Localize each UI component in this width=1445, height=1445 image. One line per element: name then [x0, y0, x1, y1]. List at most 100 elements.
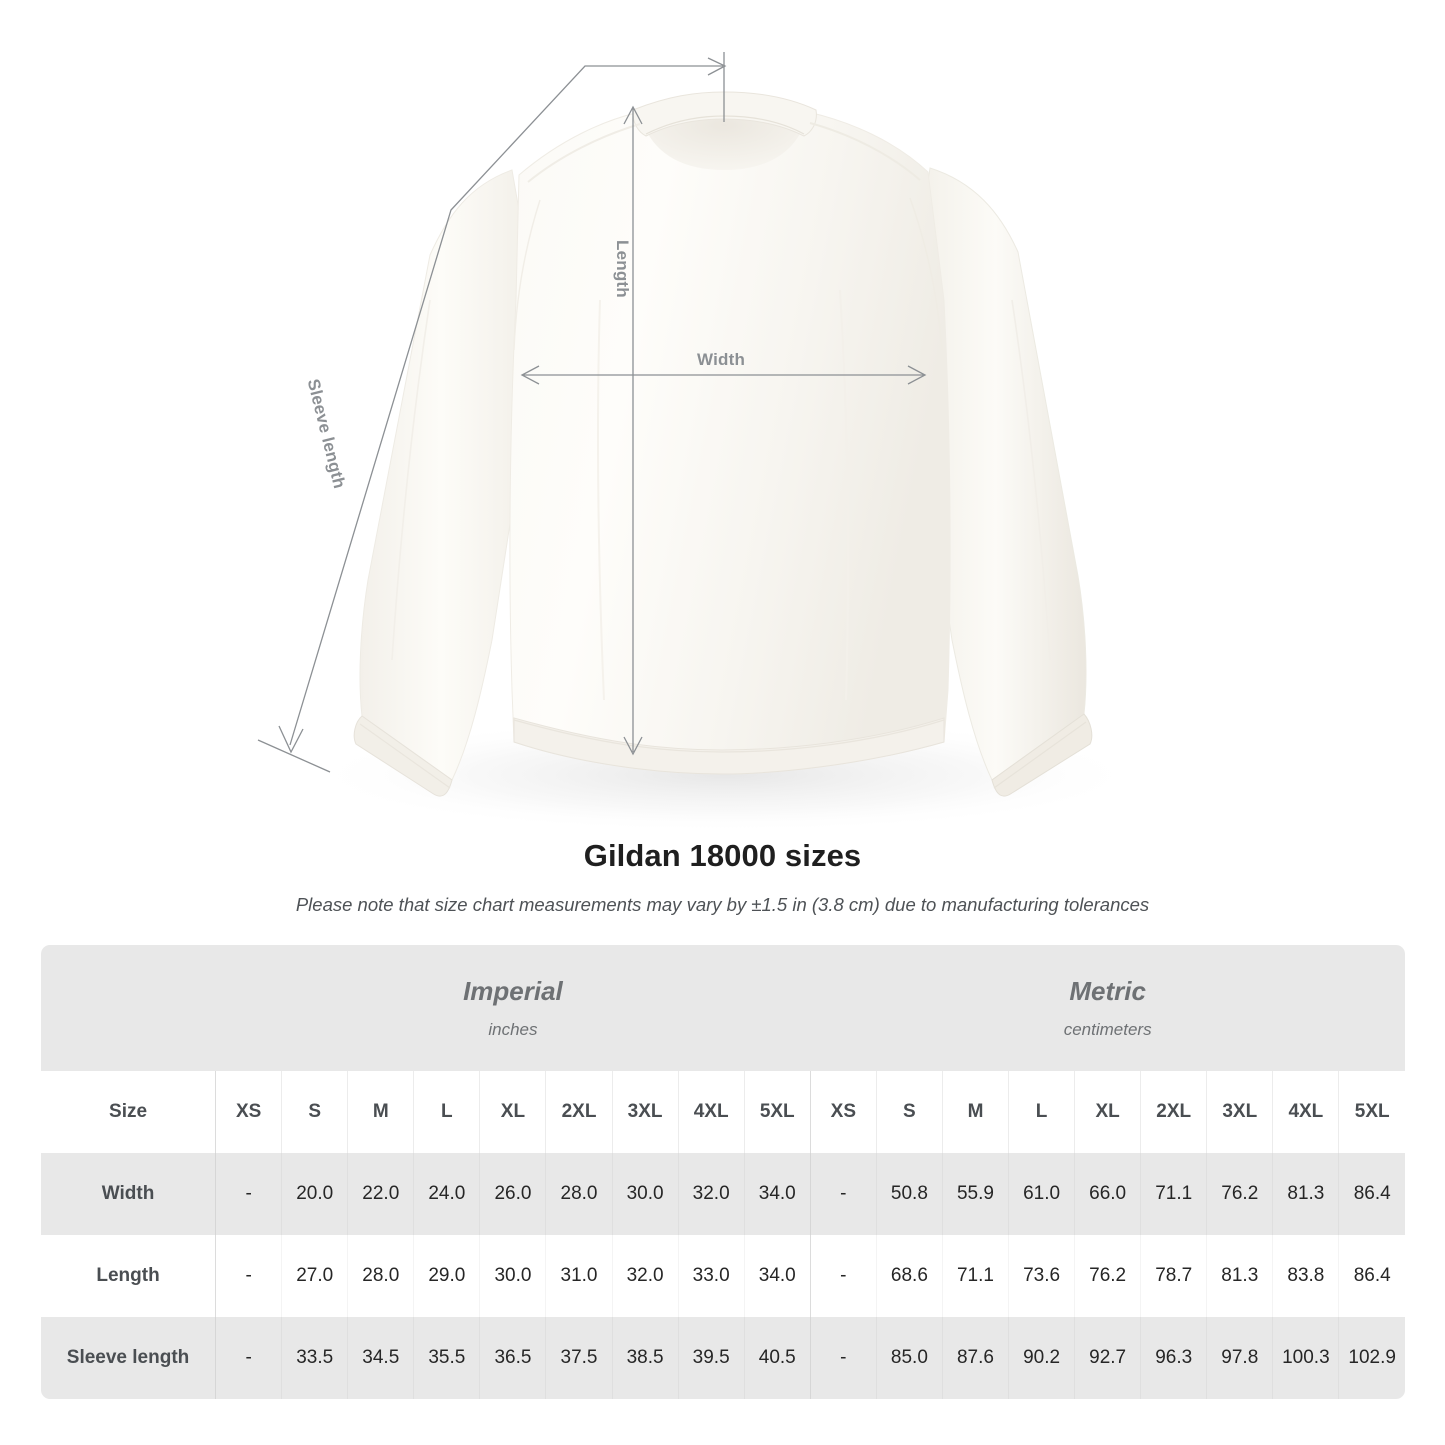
fold-line-3 — [391, 299, 431, 661]
cell-sleeve-length-imperial-3xl: 38.5 — [612, 1317, 679, 1399]
size-header-imperial-m: M — [347, 1071, 414, 1153]
cell-width-imperial-5xl: 34.0 — [744, 1153, 811, 1235]
cell-width-imperial-xl: 26.0 — [479, 1153, 546, 1235]
size-header-imperial-2xl: 2XL — [545, 1071, 613, 1153]
row-label-width: Width — [41, 1153, 216, 1235]
fold-line-4 — [1011, 299, 1051, 661]
left-cuff-seam — [359, 723, 451, 789]
cell-sleeve-length-imperial-l: 35.5 — [413, 1317, 480, 1399]
cell-width-metric-l: 61.0 — [1008, 1153, 1075, 1235]
cell-width-metric-3xl: 76.2 — [1206, 1153, 1273, 1235]
cell-width-imperial-2xl: 28.0 — [545, 1153, 613, 1235]
length-arrowhead-top — [623, 105, 643, 125]
cell-sleeve-length-metric-4xl: 100.3 — [1272, 1317, 1339, 1399]
cell-sleeve-length-imperial-s: 33.5 — [281, 1317, 348, 1399]
cell-sleeve-length-metric-2xl: 96.3 — [1140, 1317, 1207, 1399]
cell-sleeve-length-imperial-5xl: 40.5 — [744, 1317, 811, 1399]
sleeve-arrowhead-bottom — [278, 725, 304, 754]
garment-shadow — [305, 717, 1145, 833]
cell-length-metric-s: 68.6 — [875, 1235, 943, 1317]
bottom-hem — [513, 717, 945, 775]
cell-sleeve-length-metric-xs: - — [809, 1317, 877, 1399]
cell-length-metric-4xl: 83.8 — [1272, 1235, 1339, 1317]
cell-length-imperial-s: 27.0 — [281, 1235, 348, 1317]
cell-length-imperial-l: 29.0 — [413, 1235, 480, 1317]
length-label: Length — [613, 240, 632, 298]
size-header-row: Size XS S M L XL 2XL 3XL 4XL 5XL XS S M L XL 2XL 3XL 4XL 5… — [41, 1071, 1405, 1153]
size-header-imperial-s: S — [281, 1071, 348, 1153]
sleeve-end-tick — [257, 739, 331, 773]
size-header-metric-2xl: 2XL — [1140, 1071, 1207, 1153]
cell-sleeve-length-metric-l: 90.2 — [1008, 1317, 1075, 1399]
sleeve-dimension-line — [289, 65, 723, 746]
garment-illustration-panel: Length Width Sleeve length — [257, 52, 1145, 833]
cell-sleeve-length-metric-m: 87.6 — [942, 1317, 1009, 1399]
cell-width-imperial-m: 22.0 — [347, 1153, 414, 1235]
size-header-imperial-4xl: 4XL — [677, 1071, 745, 1153]
width-label: Width — [697, 350, 746, 369]
cell-sleeve-length-imperial-4xl: 39.5 — [678, 1317, 745, 1399]
cell-length-imperial-xl: 30.0 — [479, 1235, 546, 1317]
table-row: Sleeve length -33.5 34.5 35.5 36.5 37.5 38.5 39… — [41, 1317, 1405, 1399]
unit-group-subtitle: inches — [488, 1020, 538, 1039]
width-arrowhead-right — [907, 365, 927, 385]
length-arrowhead-bottom — [623, 736, 643, 756]
size-header-metric-s: S — [875, 1071, 943, 1153]
left-shoulder-seam — [527, 123, 641, 183]
cell-width-imperial-l: 24.0 — [413, 1153, 480, 1235]
cell-sleeve-length-metric-xl: 92.7 — [1074, 1317, 1141, 1399]
cell-width-imperial-3xl: 30.0 — [612, 1153, 679, 1235]
size-header-metric-4xl: 4XL — [1272, 1071, 1339, 1153]
size-header-metric-5xl: 5XL — [1338, 1071, 1405, 1153]
cell-length-metric-5xl: 86.4 — [1338, 1235, 1405, 1317]
cell-sleeve-length-imperial-2xl: 37.5 — [545, 1317, 613, 1399]
cell-length-metric-xl: 76.2 — [1074, 1235, 1141, 1317]
size-header-metric-l: L — [1008, 1071, 1075, 1153]
cell-width-metric-s: 50.8 — [876, 1153, 943, 1235]
width-arrowhead-left — [520, 365, 540, 385]
size-chart-table-wrap: Imperial inches Metric centimeters Size XS S M L… — [41, 945, 1405, 1399]
unit-group-title: Imperial — [463, 976, 563, 1006]
hem-seam — [513, 719, 945, 753]
cell-length-metric-l: 73.6 — [1008, 1235, 1075, 1317]
cell-sleeve-length-metric-5xl: 102.9 — [1338, 1317, 1405, 1399]
unit-header-row: Imperial inches Metric centimeters — [41, 945, 1405, 1071]
row-label-sleeve-length: Sleeve length — [41, 1317, 216, 1399]
unit-group-header-imperial: Imperial inches — [215, 945, 811, 1071]
fold-line-2 — [839, 289, 849, 701]
sweatshirt-diagram — [257, 52, 1145, 833]
garment-body — [509, 111, 951, 775]
cell-length-imperial-xs: - — [215, 1235, 282, 1317]
cell-sleeve-length-imperial-m: 34.5 — [347, 1317, 414, 1399]
cell-width-metric-2xl: 71.1 — [1140, 1153, 1207, 1235]
cell-sleeve-length-imperial-xl: 36.5 — [479, 1317, 546, 1399]
size-column-header: Size — [41, 1071, 216, 1153]
cell-width-metric-xs: - — [809, 1153, 877, 1235]
size-header-metric-3xl: 3XL — [1206, 1071, 1273, 1153]
cell-length-imperial-5xl: 34.0 — [743, 1235, 811, 1317]
cell-length-metric-3xl: 81.3 — [1206, 1235, 1273, 1317]
size-header-imperial-3xl: 3XL — [611, 1071, 679, 1153]
right-armhole-seam — [909, 197, 943, 351]
cell-width-metric-4xl: 81.3 — [1272, 1153, 1339, 1235]
unit-group-title: Metric — [1069, 976, 1146, 1006]
size-header-metric-xl: XL — [1074, 1071, 1141, 1153]
right-sleeve — [905, 167, 1087, 781]
unit-header-spacer — [41, 945, 216, 1071]
cell-width-imperial-s: 20.0 — [281, 1153, 348, 1235]
cell-sleeve-length-imperial-xs: - — [215, 1317, 282, 1399]
cell-length-metric-2xl: 78.7 — [1140, 1235, 1207, 1317]
cell-width-imperial-4xl: 32.0 — [678, 1153, 745, 1235]
cell-length-imperial-m: 28.0 — [347, 1235, 414, 1317]
size-header-metric-m: M — [941, 1071, 1009, 1153]
size-header-imperial-l: L — [413, 1071, 480, 1153]
cell-length-imperial-4xl: 33.0 — [677, 1235, 745, 1317]
cell-length-metric-m: 71.1 — [941, 1235, 1009, 1317]
cell-width-metric-5xl: 86.4 — [1338, 1153, 1405, 1235]
cell-length-imperial-3xl: 32.0 — [611, 1235, 679, 1317]
cell-length-imperial-2xl: 31.0 — [545, 1235, 613, 1317]
right-shoulder-seam — [809, 122, 921, 181]
left-armhole-seam — [513, 199, 541, 351]
row-label-length: Length — [41, 1235, 216, 1317]
fold-line-1 — [596, 299, 605, 701]
